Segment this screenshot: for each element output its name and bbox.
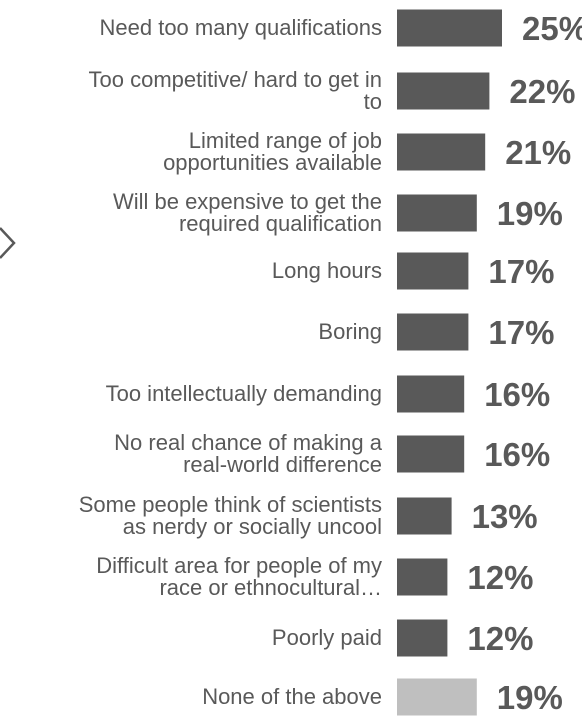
bar: [397, 435, 465, 473]
category-label-line: Boring: [318, 319, 382, 344]
bar: [397, 9, 502, 47]
category-label-line: Will be expensive to get the: [113, 189, 382, 214]
data-label: 13%: [472, 498, 538, 535]
category-label-line: None of the above: [202, 684, 382, 709]
category-label: Limited range of job opportunities availa…: [163, 128, 382, 175]
category-label: Too intellectually demanding: [106, 381, 382, 406]
category-label: Long hours: [272, 258, 382, 283]
category-label-line: race or ethnocultural…: [159, 575, 382, 600]
bar: [397, 558, 448, 596]
data-label: 19%: [497, 679, 563, 716]
category-label-line: as nerdy or socially uncool: [123, 514, 382, 539]
chevron-right-icon: [0, 227, 16, 259]
category-label-line: Too competitive/ hard to get in: [89, 67, 383, 92]
category-label-line: to: [364, 89, 382, 114]
category-label-line: Limited range of job: [189, 128, 382, 153]
category-label-line: required qualification: [179, 211, 382, 236]
data-label: 17%: [488, 314, 554, 351]
data-label: 12%: [467, 559, 533, 596]
category-label-line: Need too many qualifications: [100, 15, 383, 40]
data-label: 12%: [467, 620, 533, 657]
category-label-line: No real chance of making a: [114, 430, 383, 455]
category-label-line: opportunities available: [163, 150, 382, 175]
bar: [397, 194, 477, 232]
data-label: 22%: [509, 73, 575, 110]
data-label: 16%: [484, 436, 550, 473]
category-label-line: Difficult area for people of my: [96, 553, 382, 578]
bar: [397, 133, 486, 171]
data-label: 19%: [497, 195, 563, 232]
data-label: 25%: [522, 10, 582, 47]
bar: [397, 313, 469, 351]
bar: [397, 619, 448, 657]
category-label: Some people think of scientists as nerdy …: [79, 492, 382, 539]
category-label-line: Long hours: [272, 258, 382, 283]
bar: [397, 375, 465, 413]
category-label: Too competitive/ hard to get in to: [89, 67, 383, 114]
category-label-line: Poorly paid: [272, 625, 382, 650]
category-label-line: real-world difference: [183, 452, 382, 477]
category-label: Need too many qualifications: [100, 15, 383, 40]
bar: [397, 72, 490, 110]
bar: [397, 678, 477, 716]
category-label-line: Some people think of scientists: [79, 492, 382, 517]
data-label: 17%: [488, 253, 554, 290]
category-label: Boring: [318, 319, 382, 344]
data-label: 16%: [484, 376, 550, 413]
category-label: Will be expensive to get the required qua…: [113, 189, 382, 236]
bar: [397, 252, 469, 290]
bar: [397, 497, 452, 535]
category-label: Difficult area for people of my race or e…: [96, 553, 382, 600]
category-label: No real chance of making a real-world dif…: [114, 430, 383, 477]
category-label: None of the above: [202, 684, 382, 709]
data-label: 21%: [505, 134, 571, 171]
category-label-line: Too intellectually demanding: [106, 381, 382, 406]
category-label: Poorly paid: [272, 625, 382, 650]
